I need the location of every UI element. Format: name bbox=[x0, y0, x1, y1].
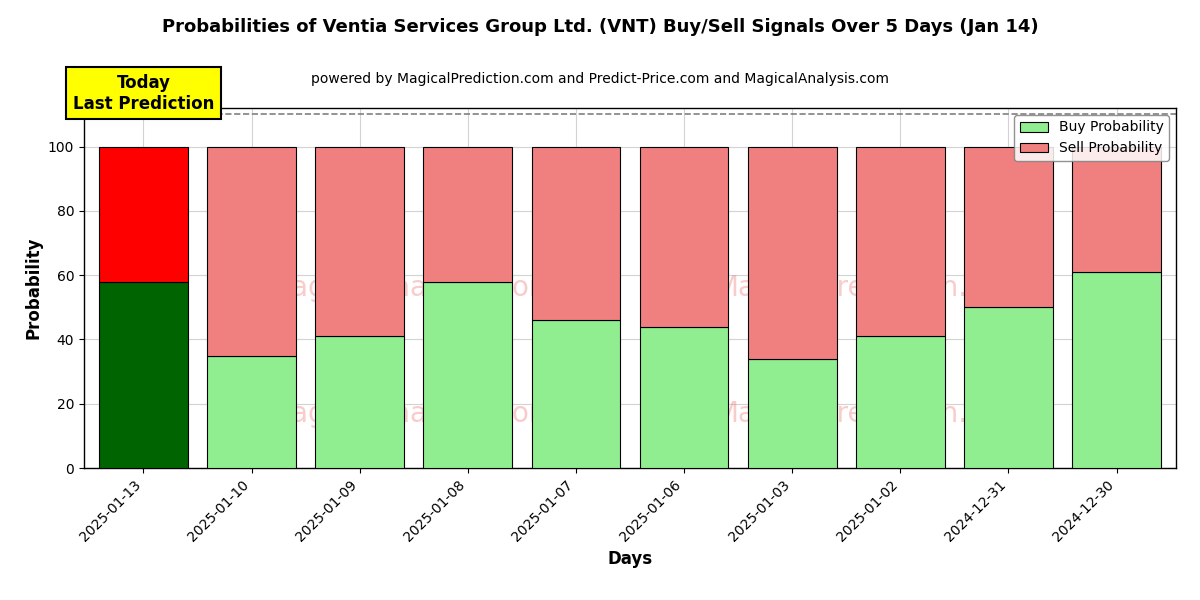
X-axis label: Days: Days bbox=[607, 550, 653, 568]
Text: MagicalAnalysis.com: MagicalAnalysis.com bbox=[268, 400, 556, 428]
Text: Probabilities of Ventia Services Group Ltd. (VNT) Buy/Sell Signals Over 5 Days (: Probabilities of Ventia Services Group L… bbox=[162, 18, 1038, 36]
Bar bbox=[748, 359, 836, 468]
Bar bbox=[856, 146, 944, 336]
Text: MagicalPrediction.com: MagicalPrediction.com bbox=[714, 400, 1026, 428]
Bar bbox=[316, 146, 404, 336]
Bar bbox=[208, 146, 296, 355]
Text: MagicalAnalysis.com: MagicalAnalysis.com bbox=[268, 274, 556, 302]
Bar bbox=[640, 326, 728, 468]
Legend: Buy Probability, Sell Probability: Buy Probability, Sell Probability bbox=[1014, 115, 1169, 161]
Text: powered by MagicalPrediction.com and Predict-Price.com and MagicalAnalysis.com: powered by MagicalPrediction.com and Pre… bbox=[311, 72, 889, 86]
Y-axis label: Probability: Probability bbox=[24, 237, 42, 339]
Bar bbox=[532, 320, 620, 468]
Bar bbox=[640, 146, 728, 326]
Text: MagicalPrediction.com: MagicalPrediction.com bbox=[714, 274, 1026, 302]
Bar bbox=[424, 281, 512, 468]
Bar bbox=[100, 281, 187, 468]
Bar bbox=[208, 355, 296, 468]
Bar bbox=[856, 336, 944, 468]
Bar bbox=[964, 146, 1052, 307]
Bar bbox=[532, 146, 620, 320]
Bar bbox=[424, 146, 512, 281]
Bar bbox=[100, 146, 187, 281]
Bar bbox=[1073, 272, 1160, 468]
Text: Today
Last Prediction: Today Last Prediction bbox=[73, 74, 214, 113]
Bar bbox=[748, 146, 836, 359]
Bar bbox=[1073, 146, 1160, 272]
Bar bbox=[316, 336, 404, 468]
Bar bbox=[964, 307, 1052, 468]
